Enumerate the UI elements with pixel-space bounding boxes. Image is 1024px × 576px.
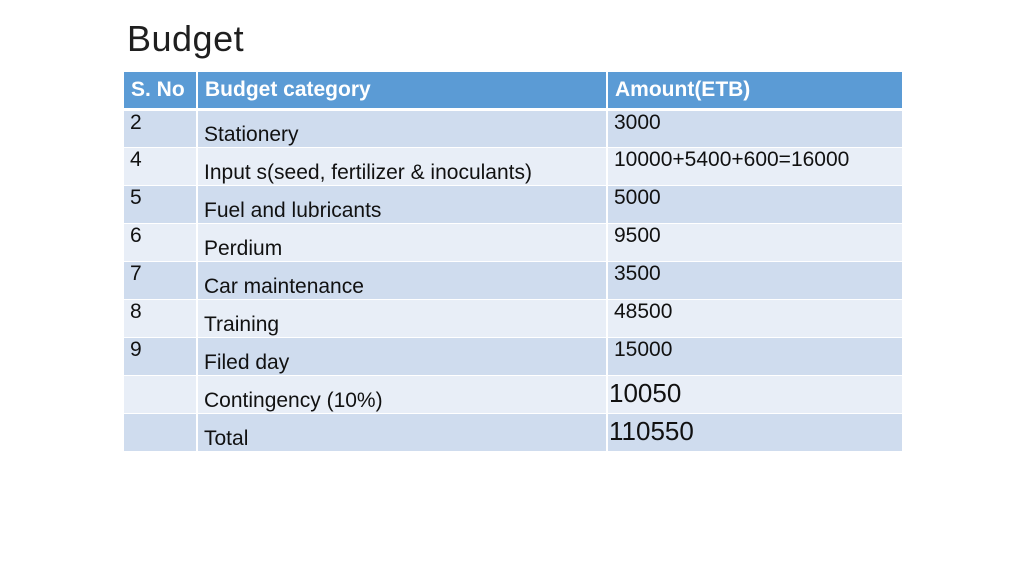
cell-category: Contingency (10%) — [197, 375, 608, 414]
budget-table: S. No Budget category Amount(ETB) 2 Stat… — [124, 72, 902, 452]
cell-amount: 5000 — [607, 185, 902, 224]
table-row: 7 Car maintenance 3500 — [124, 261, 902, 300]
table-row: 8 Training 48500 — [124, 299, 902, 338]
header-sno: S. No — [124, 72, 198, 111]
table-row: 9 Filed day 15000 — [124, 337, 902, 376]
table-header-row: S. No Budget category Amount(ETB) — [124, 72, 902, 111]
cell-category: Filed day — [197, 337, 608, 376]
cell-amount: 10050 — [607, 375, 902, 414]
cell-amount: 9500 — [607, 223, 902, 262]
cell-sno: 4 — [124, 147, 198, 186]
cell-amount: 110550 — [607, 413, 902, 452]
header-budget-category: Budget category — [197, 72, 608, 111]
cell-amount: 48500 — [607, 299, 902, 338]
cell-amount: 3500 — [607, 261, 902, 300]
table-row: 5 Fuel and lubricants 5000 — [124, 185, 902, 224]
page-title: Budget — [127, 18, 245, 59]
cell-amount: 3000 — [607, 109, 902, 148]
cell-category: Perdium — [197, 223, 608, 262]
cell-category: Total — [197, 413, 608, 452]
cell-category: Car maintenance — [197, 261, 608, 300]
cell-sno: 8 — [124, 299, 198, 338]
table-row: Contingency (10%) 10050 — [124, 375, 902, 414]
cell-sno: 7 — [124, 261, 198, 300]
cell-sno — [124, 413, 198, 452]
cell-sno: 2 — [124, 109, 198, 148]
header-amount: Amount(ETB) — [607, 72, 902, 111]
cell-category: Stationery — [197, 109, 608, 148]
cell-amount: 10000+5400+600=16000 — [607, 147, 902, 186]
cell-category: Input s(seed, fertilizer & inoculants) — [197, 147, 608, 186]
cell-sno: 9 — [124, 337, 198, 376]
cell-sno: 6 — [124, 223, 198, 262]
cell-sno: 5 — [124, 185, 198, 224]
cell-category: Training — [197, 299, 608, 338]
table-row: 4 Input s(seed, fertilizer & inoculants)… — [124, 147, 902, 186]
table-row: 6 Perdium 9500 — [124, 223, 902, 262]
cell-category: Fuel and lubricants — [197, 185, 608, 224]
cell-sno — [124, 375, 198, 414]
table-row: 2 Stationery 3000 — [124, 109, 902, 148]
table-row: Total 110550 — [124, 413, 902, 452]
cell-amount: 15000 — [607, 337, 902, 376]
